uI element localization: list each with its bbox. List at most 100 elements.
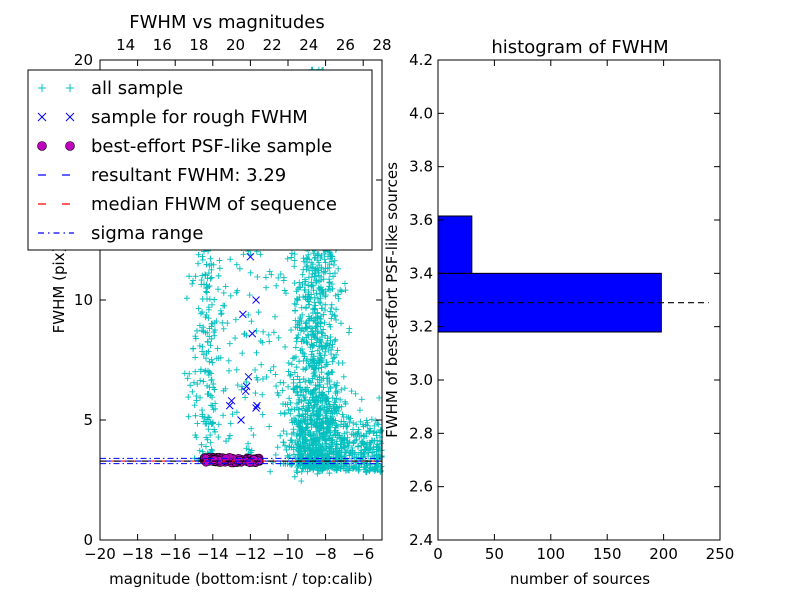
x-tick-label: 100 <box>536 545 565 563</box>
all-sample-point <box>314 315 321 322</box>
all-sample-point <box>214 345 221 352</box>
all-sample-point <box>287 372 294 379</box>
all-sample-point <box>299 411 306 418</box>
all-sample-point <box>266 338 273 345</box>
all-sample-point <box>331 257 338 264</box>
rough-fwhm-point <box>239 310 247 319</box>
all-sample-point <box>329 394 336 401</box>
all-sample-point <box>329 447 336 454</box>
all-sample-point <box>226 432 233 439</box>
all-sample-point <box>366 428 373 435</box>
top-x-tick-label: 28 <box>372 36 391 54</box>
all-sample-point <box>294 383 301 390</box>
all-sample-point <box>211 296 218 303</box>
all-sample-point <box>314 382 321 389</box>
all-sample-point <box>320 311 327 318</box>
all-sample-point <box>195 305 202 312</box>
all-sample-point <box>330 261 337 268</box>
all-sample-point <box>366 461 373 468</box>
all-sample-point <box>258 361 265 368</box>
all-sample-point <box>298 386 305 393</box>
all-sample-point <box>288 250 295 257</box>
all-sample-point <box>328 413 335 420</box>
all-sample-point <box>312 267 319 274</box>
top-x-tick-label: 18 <box>189 36 208 54</box>
all-sample-point <box>291 419 298 426</box>
all-sample-point <box>281 287 288 294</box>
all-sample-point <box>298 427 305 434</box>
all-sample-point <box>217 307 224 314</box>
all-sample-point <box>212 405 219 412</box>
all-sample-point <box>317 254 324 261</box>
all-sample-point <box>215 421 222 428</box>
all-sample-point <box>350 420 357 427</box>
all-sample-point <box>300 328 307 335</box>
all-sample-point <box>262 274 269 281</box>
all-sample-point <box>209 359 216 366</box>
all-sample-point <box>310 287 317 294</box>
all-sample-point <box>294 373 301 380</box>
all-sample-point <box>302 432 309 439</box>
all-sample-point <box>291 369 298 376</box>
histogram-xlabel: number of sources <box>510 570 650 588</box>
all-sample-point <box>196 322 203 329</box>
all-sample-point <box>359 438 366 445</box>
all-sample-point <box>300 255 307 262</box>
all-sample-point <box>327 385 334 392</box>
all-sample-point <box>240 251 247 258</box>
all-sample-point <box>310 250 317 257</box>
all-sample-point <box>325 424 332 431</box>
rough-fwhm-point <box>244 372 253 381</box>
all-sample-point <box>227 292 234 299</box>
x-tick-label: 250 <box>706 545 735 563</box>
all-sample-point <box>291 300 298 307</box>
all-sample-point <box>200 418 207 425</box>
all-sample-point <box>330 273 337 280</box>
top-x-tick-label: 16 <box>153 36 172 54</box>
all-sample-point <box>221 302 228 309</box>
rough-fwhm-point <box>227 396 236 405</box>
y-tick-label: 4.0 <box>409 104 433 122</box>
scatter-title: FWHM vs magnitudes <box>129 12 324 33</box>
all-sample-point <box>195 260 202 267</box>
all-sample-point <box>217 354 224 361</box>
legend-item: sigma range <box>38 223 203 244</box>
all-sample-point <box>290 386 297 393</box>
all-sample-point <box>203 311 210 318</box>
all-sample-point <box>225 357 232 364</box>
all-sample-point <box>229 411 236 418</box>
all-sample-point <box>335 360 342 367</box>
all-sample-point <box>311 294 318 301</box>
all-sample-point <box>301 287 308 294</box>
all-sample-point <box>367 427 374 434</box>
all-sample-point <box>331 399 338 406</box>
all-sample-point <box>294 469 301 476</box>
all-sample-point <box>322 345 329 352</box>
all-sample-point <box>286 395 293 402</box>
all-sample-point <box>189 388 196 395</box>
all-sample-point <box>289 461 296 468</box>
all-sample-point <box>314 320 321 327</box>
y-tick-label: 0 <box>83 531 93 549</box>
all-sample-point <box>206 414 213 421</box>
all-sample-point <box>325 346 332 353</box>
all-sample-point <box>316 357 323 364</box>
all-sample-point <box>323 403 330 410</box>
all-sample-point <box>329 369 336 376</box>
all-sample-point <box>287 399 294 406</box>
all-sample-point <box>275 274 282 281</box>
x-tick-label: 50 <box>485 545 504 563</box>
all-sample-point <box>302 447 309 454</box>
all-sample-point <box>334 423 341 430</box>
all-sample-point <box>331 270 338 277</box>
all-sample-point <box>277 410 284 417</box>
all-sample-point <box>305 402 311 409</box>
all-sample-point <box>303 461 310 468</box>
all-sample-point <box>312 401 319 408</box>
all-sample-point <box>341 280 348 287</box>
all-sample-point <box>306 315 313 322</box>
all-sample-point <box>203 434 210 441</box>
y-tick-label: 3.0 <box>409 371 433 389</box>
all-sample-point <box>364 422 371 429</box>
all-sample-point <box>349 444 356 451</box>
